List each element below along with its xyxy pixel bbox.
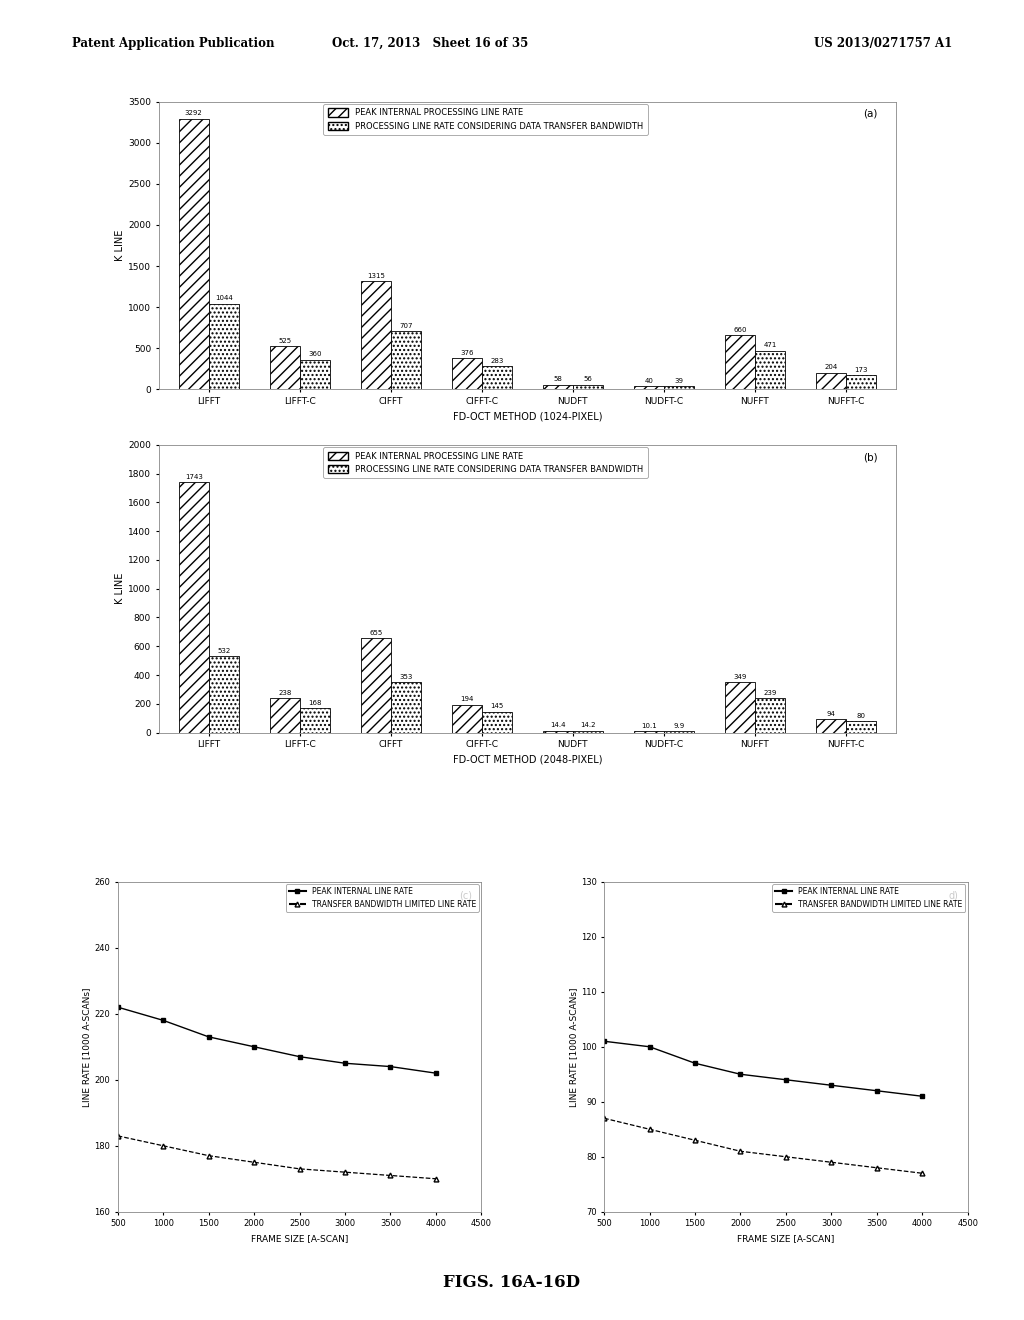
- Text: 360: 360: [308, 351, 322, 358]
- Bar: [755, 351, 785, 389]
- Bar: [816, 372, 846, 389]
- X-axis label: FRAME SIZE [A-SCAN]: FRAME SIZE [A-SCAN]: [737, 1234, 835, 1243]
- Text: Patent Application Publication: Patent Application Publication: [72, 37, 274, 50]
- Text: d): d): [948, 890, 958, 900]
- Text: 94: 94: [826, 710, 836, 717]
- Bar: [360, 281, 391, 389]
- Bar: [300, 709, 330, 733]
- Bar: [179, 119, 209, 389]
- Bar: [482, 711, 512, 733]
- Text: 655: 655: [370, 630, 382, 636]
- Bar: [360, 639, 391, 733]
- Bar: [391, 331, 421, 389]
- Legend: PEAK INTERNAL LINE RATE, TRANSFER BANDWIDTH LIMITED LINE RATE: PEAK INTERNAL LINE RATE, TRANSFER BANDWI…: [286, 884, 479, 912]
- Bar: [846, 721, 876, 733]
- Bar: [300, 360, 330, 389]
- Bar: [452, 705, 482, 733]
- Text: 239: 239: [763, 690, 776, 696]
- Bar: [391, 682, 421, 733]
- Bar: [725, 335, 755, 389]
- Bar: [209, 304, 239, 389]
- Bar: [664, 387, 694, 389]
- Legend: PEAK INTERNAL PROCESSING LINE RATE, PROCESSING LINE RATE CONSIDERING DATA TRANSF: PEAK INTERNAL PROCESSING LINE RATE, PROC…: [324, 447, 647, 478]
- Text: 376: 376: [460, 350, 473, 356]
- Text: 1315: 1315: [367, 273, 385, 279]
- Bar: [452, 359, 482, 389]
- Bar: [846, 375, 876, 389]
- Text: 471: 471: [763, 342, 776, 348]
- X-axis label: FRAME SIZE [A-SCAN]: FRAME SIZE [A-SCAN]: [251, 1234, 348, 1243]
- Bar: [664, 731, 694, 733]
- Text: 532: 532: [217, 648, 230, 653]
- Text: 283: 283: [490, 358, 504, 364]
- Text: 168: 168: [308, 700, 322, 706]
- Text: 660: 660: [733, 327, 746, 333]
- Bar: [725, 682, 755, 733]
- Bar: [755, 698, 785, 733]
- Text: (a): (a): [863, 108, 878, 119]
- Text: 10.1: 10.1: [641, 723, 656, 729]
- Text: 3292: 3292: [185, 111, 203, 116]
- Text: 145: 145: [490, 704, 504, 709]
- Text: 56: 56: [584, 376, 592, 383]
- Text: 173: 173: [854, 367, 867, 372]
- Bar: [634, 731, 664, 733]
- Text: 238: 238: [279, 690, 292, 696]
- Legend: PEAK INTERNAL LINE RATE, TRANSFER BANDWIDTH LIMITED LINE RATE: PEAK INTERNAL LINE RATE, TRANSFER BANDWI…: [772, 884, 966, 912]
- Text: (c): (c): [459, 890, 472, 900]
- Bar: [543, 384, 572, 389]
- Text: 194: 194: [460, 697, 473, 702]
- Y-axis label: LINE RATE [1000 A-SCANs]: LINE RATE [1000 A-SCANs]: [569, 987, 578, 1106]
- Text: 9.9: 9.9: [674, 723, 684, 729]
- X-axis label: FD-OCT METHOD (2048-PIXEL): FD-OCT METHOD (2048-PIXEL): [453, 755, 602, 764]
- Text: 14.2: 14.2: [581, 722, 596, 729]
- Y-axis label: K LINE: K LINE: [116, 230, 125, 261]
- Bar: [572, 730, 603, 733]
- Text: 39: 39: [675, 378, 683, 384]
- Y-axis label: K LINE: K LINE: [116, 573, 125, 605]
- Text: 1743: 1743: [184, 474, 203, 479]
- Text: 80: 80: [856, 713, 865, 719]
- Text: 204: 204: [824, 364, 838, 371]
- X-axis label: FD-OCT METHOD (1024-PIXEL): FD-OCT METHOD (1024-PIXEL): [453, 412, 602, 421]
- Bar: [269, 346, 300, 389]
- Bar: [816, 719, 846, 733]
- Bar: [634, 387, 664, 389]
- Bar: [482, 366, 512, 389]
- Text: 40: 40: [644, 378, 653, 384]
- Bar: [572, 385, 603, 389]
- Text: 349: 349: [733, 675, 746, 680]
- Text: 353: 353: [399, 673, 413, 680]
- Text: 525: 525: [279, 338, 292, 345]
- Text: US 2013/0271757 A1: US 2013/0271757 A1: [814, 37, 952, 50]
- Bar: [179, 482, 209, 733]
- Text: FIGS. 16A-16D: FIGS. 16A-16D: [443, 1274, 581, 1291]
- Text: Oct. 17, 2013   Sheet 16 of 35: Oct. 17, 2013 Sheet 16 of 35: [332, 37, 528, 50]
- Bar: [209, 656, 239, 733]
- Text: 707: 707: [399, 323, 413, 329]
- Text: (b): (b): [863, 451, 878, 462]
- Text: 1044: 1044: [215, 296, 232, 301]
- Text: 14.4: 14.4: [550, 722, 565, 729]
- Y-axis label: LINE RATE [1000 A-SCANs]: LINE RATE [1000 A-SCANs]: [83, 987, 91, 1106]
- Bar: [269, 698, 300, 733]
- Text: 58: 58: [553, 376, 562, 383]
- Legend: PEAK INTERNAL PROCESSING LINE RATE, PROCESSING LINE RATE CONSIDERING DATA TRANSF: PEAK INTERNAL PROCESSING LINE RATE, PROC…: [324, 104, 647, 135]
- Bar: [543, 730, 572, 733]
